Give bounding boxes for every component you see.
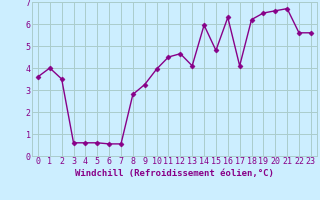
X-axis label: Windchill (Refroidissement éolien,°C): Windchill (Refroidissement éolien,°C)	[75, 169, 274, 178]
